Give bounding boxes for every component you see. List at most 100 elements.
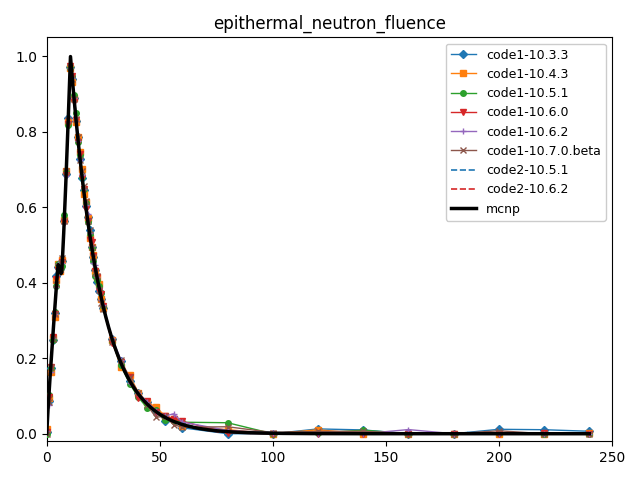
code1-10.3.3	[67, 64, 74, 70]
code1-10.7.0.beta	[76, 157, 84, 163]
code1-10.6.0	[84, 218, 92, 224]
code1-10.5.1	[269, 431, 276, 437]
code1-10.3.3	[495, 426, 502, 432]
code1-10.6.2	[108, 335, 116, 341]
code1-10.7.0.beta	[74, 134, 82, 140]
code1-10.7.0.beta	[82, 199, 90, 204]
code1-10.7.0.beta	[269, 430, 276, 435]
code1-10.7.0.beta	[404, 431, 412, 437]
code1-10.5.1	[47, 365, 54, 371]
code1-10.6.0	[93, 274, 101, 280]
code2-10.5.1	[455, 430, 463, 436]
code1-10.6.0	[62, 172, 70, 178]
code1-10.6.0	[314, 431, 322, 437]
code1-10.6.2	[60, 220, 68, 226]
code1-10.5.1	[76, 153, 84, 158]
code1-10.7.0.beta	[43, 431, 51, 437]
code1-10.6.0	[99, 303, 107, 309]
code1-10.6.2	[143, 399, 151, 405]
code1-10.5.1	[80, 186, 88, 192]
code1-10.7.0.beta	[86, 228, 93, 233]
code1-10.6.0	[126, 374, 134, 380]
code1-10.5.1	[450, 431, 458, 437]
code1-10.5.1	[152, 407, 160, 413]
code1-10.4.3	[404, 431, 412, 437]
code1-10.3.3	[60, 218, 68, 224]
code1-10.7.0.beta	[360, 428, 367, 434]
code1-10.7.0.beta	[70, 96, 78, 102]
code1-10.5.1	[90, 258, 97, 264]
code1-10.6.0	[152, 409, 160, 415]
code1-10.4.3	[360, 431, 367, 437]
code1-10.5.1	[161, 418, 168, 423]
code1-10.4.3	[51, 314, 58, 320]
code1-10.6.2	[99, 302, 107, 308]
code2-10.5.1	[511, 431, 518, 436]
Line: mcnp: mcnp	[47, 57, 589, 434]
code1-10.6.2	[93, 274, 101, 280]
code1-10.6.2	[84, 211, 92, 217]
code1-10.4.3	[161, 413, 168, 419]
code1-10.7.0.beta	[78, 168, 86, 174]
code1-10.6.2	[52, 284, 60, 290]
code1-10.5.1	[99, 303, 107, 309]
code1-10.3.3	[72, 119, 80, 124]
code1-10.4.3	[43, 426, 51, 432]
mcnp	[586, 431, 593, 437]
code1-10.4.3	[95, 281, 103, 287]
code1-10.4.3	[108, 337, 116, 343]
code2-10.6.2	[358, 431, 366, 436]
code1-10.6.2	[47, 369, 54, 375]
code1-10.6.2	[450, 431, 458, 437]
code1-10.3.3	[88, 244, 95, 250]
code1-10.3.3	[586, 428, 593, 434]
code1-10.3.3	[47, 365, 54, 371]
Line: code1-10.5.1: code1-10.5.1	[44, 65, 592, 436]
code1-10.5.1	[68, 72, 76, 78]
code1-10.4.3	[67, 65, 74, 71]
code1-10.3.3	[161, 418, 168, 424]
code1-10.4.3	[47, 369, 54, 375]
code2-10.6.2	[586, 431, 593, 437]
code1-10.6.2	[80, 187, 88, 192]
code1-10.7.0.beta	[143, 402, 151, 408]
code1-10.6.0	[80, 187, 88, 192]
code1-10.3.3	[143, 399, 151, 405]
code1-10.6.2	[314, 431, 322, 437]
code1-10.5.1	[134, 395, 142, 400]
code1-10.5.1	[54, 261, 62, 267]
mcnp	[67, 54, 74, 60]
code1-10.6.2	[72, 118, 80, 123]
code1-10.6.0	[404, 431, 412, 437]
code1-10.4.3	[58, 257, 66, 263]
code1-10.6.2	[62, 173, 70, 179]
code1-10.6.0	[95, 288, 103, 294]
code1-10.6.2	[86, 229, 93, 235]
code1-10.5.1	[74, 139, 82, 144]
code1-10.7.0.beta	[56, 266, 64, 272]
code1-10.6.0	[360, 431, 367, 437]
code1-10.7.0.beta	[93, 273, 101, 279]
code1-10.4.3	[269, 431, 276, 437]
code1-10.4.3	[56, 268, 64, 274]
code1-10.6.2	[92, 262, 99, 268]
code1-10.4.3	[70, 95, 78, 100]
code1-10.6.0	[161, 413, 168, 419]
code1-10.6.0	[58, 259, 66, 265]
code1-10.4.3	[84, 215, 92, 221]
code1-10.6.0	[495, 431, 502, 437]
code1-10.4.3	[495, 431, 502, 437]
code1-10.7.0.beta	[58, 255, 66, 261]
code1-10.7.0.beta	[179, 424, 186, 430]
code1-10.7.0.beta	[495, 428, 502, 433]
code1-10.3.3	[134, 390, 142, 396]
code1-10.5.1	[72, 110, 80, 116]
code1-10.6.0	[74, 139, 82, 144]
code1-10.7.0.beta	[170, 422, 177, 428]
code1-10.3.3	[360, 427, 367, 433]
code1-10.5.1	[51, 309, 58, 315]
code1-10.6.0	[76, 151, 84, 156]
code1-10.5.1	[58, 263, 66, 269]
code1-10.5.1	[314, 430, 322, 436]
code1-10.6.0	[54, 267, 62, 273]
